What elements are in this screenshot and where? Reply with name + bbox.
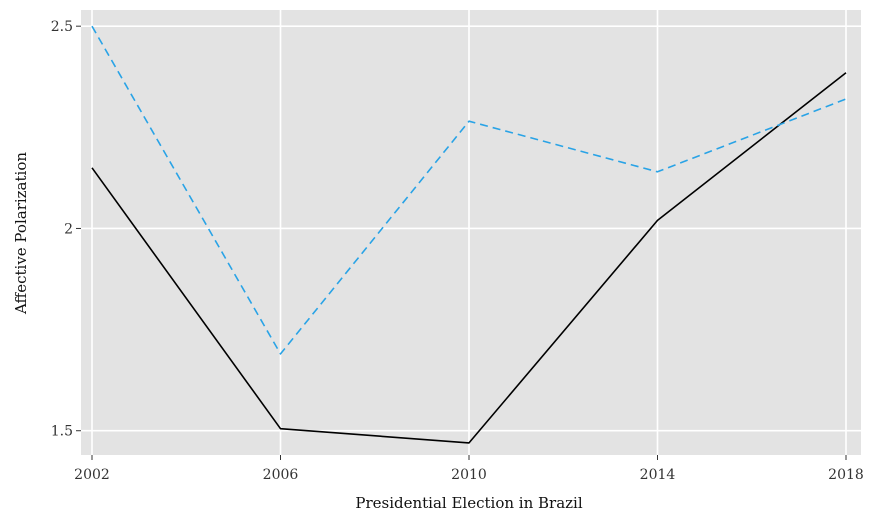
x-tick-label: 2018: [828, 467, 864, 483]
x-tick-label: 2010: [451, 467, 487, 483]
series-line-1: [91, 25, 847, 355]
series-group: [91, 25, 847, 444]
axis-ticks: 2002 2006 2010 2014 2018 1.5 2 2.5: [51, 19, 864, 483]
y-axis-title: Affective Polarization: [12, 152, 30, 315]
x-axis-title: Presidential Election in Brazil: [355, 494, 582, 512]
plot-panel: [81, 10, 861, 455]
x-tick-label: 2002: [74, 467, 110, 483]
y-tick-label: 1.5: [51, 424, 73, 440]
series-line-0: [91, 72, 847, 444]
x-tick-label: 2014: [640, 467, 676, 483]
x-tick-label: 2006: [263, 467, 299, 483]
y-tick-label: 2.5: [51, 19, 73, 35]
grid-lines: [81, 10, 861, 455]
y-tick-label: 2: [64, 221, 73, 237]
